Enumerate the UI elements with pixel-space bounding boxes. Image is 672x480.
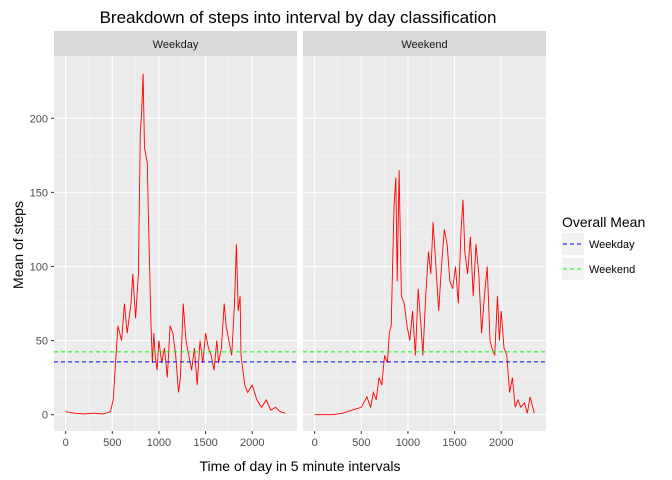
- facet-strip: [303, 31, 546, 56]
- panel-background: [54, 56, 297, 431]
- series-line-weekday: [65, 73, 286, 415]
- legend-label: Weekday: [589, 239, 635, 251]
- legend-item-weekday: Weekday: [562, 233, 635, 255]
- facet-strip-label: Weekday: [153, 39, 199, 51]
- x-tick-label: 0: [63, 437, 69, 449]
- x-tick-label: 2000: [240, 437, 264, 449]
- y-axis: 0 50 100 150 200: [30, 113, 54, 422]
- y-axis-title: Mean of steps: [10, 201, 26, 289]
- panel-weekend: Weekend 0 500 1000 1500 2000: [303, 31, 546, 449]
- facet-strip: [54, 31, 297, 56]
- series-line-weekend: [314, 170, 535, 416]
- panels: Weekday 0 500 1000 1500 2000 Weekend 0 500 1000 15…: [54, 31, 546, 449]
- y-tick-label: 150: [30, 187, 48, 199]
- legend-title: Overall Mean: [562, 214, 645, 230]
- y-tick-label: 0: [42, 410, 48, 422]
- x-axis-title: Time of day in 5 minute intervals: [199, 458, 400, 474]
- y-tick-label: 200: [30, 113, 48, 125]
- x-tick-label: 0: [312, 437, 318, 449]
- y-tick-label: 100: [30, 261, 48, 273]
- y-tick-label: 50: [36, 336, 48, 348]
- x-tick-label: 1000: [396, 437, 420, 449]
- x-tick-label: 1000: [147, 437, 171, 449]
- x-tick-label: 1500: [442, 437, 466, 449]
- x-tick-label: 1500: [193, 437, 217, 449]
- facet-strip-label: Weekend: [401, 39, 447, 51]
- x-tick-label: 2000: [489, 437, 513, 449]
- legend-label: Weekend: [589, 264, 635, 276]
- legend: Overall Mean Weekday Weekend: [562, 214, 645, 280]
- legend-item-weekend: Weekend: [562, 258, 635, 280]
- chart-title: Breakdown of steps into interval by day …: [100, 8, 497, 27]
- x-tick-label: 500: [352, 437, 370, 449]
- x-tick-label: 500: [103, 437, 121, 449]
- panel-background: [303, 56, 546, 431]
- panel-weekday: Weekday 0 500 1000 1500 2000: [54, 31, 297, 449]
